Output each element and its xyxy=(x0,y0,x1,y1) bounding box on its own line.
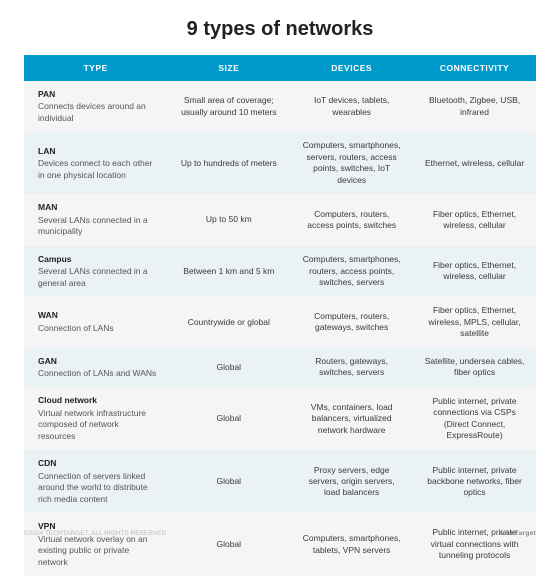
type-name: Cloud network xyxy=(38,395,157,406)
type-desc: Connection of LANs xyxy=(38,323,114,333)
type-desc: Several LANs connected in a municipality xyxy=(38,215,148,236)
type-name: Campus xyxy=(38,254,157,265)
table-row: Cloud network Virtual network infrastruct… xyxy=(24,387,536,450)
col-header-type: TYPE xyxy=(24,55,167,81)
devices-cell: Computers, routers, access points, switc… xyxy=(290,194,413,245)
table-row: PANConnects devices around an individual… xyxy=(24,81,536,132)
size-cell: Up to 50 km xyxy=(167,194,290,245)
type-cell: MAN Several LANs connected in a municipal… xyxy=(24,194,167,245)
connectivity-cell: Satellite, undersea cables, fiber optics xyxy=(413,348,536,388)
size-cell: Global xyxy=(167,387,290,450)
type-name: PAN xyxy=(38,89,157,100)
type-desc: Connection of servers linked around the … xyxy=(38,471,148,504)
type-cell: LANDevices connect to each other in one … xyxy=(24,132,167,194)
connectivity-cell: Bluetooth, Zigbee, USB, infrared xyxy=(413,81,536,132)
type-name: GAN xyxy=(38,356,157,367)
table-row: GANConnection of LANs and WANsGlobalRout… xyxy=(24,348,536,388)
table-row: WAN Connection of LANs Countrywide or glob… xyxy=(24,297,536,347)
footer-brand: TechTarget xyxy=(499,530,536,537)
type-cell: PANConnects devices around an individual xyxy=(24,81,167,132)
devices-cell: Computers, routers, gateways, switches xyxy=(290,297,413,347)
footer: ©2024 TECHTARGET. ALL RIGHTS RESERVED Te… xyxy=(24,530,536,537)
type-name: MAN xyxy=(38,202,157,213)
table-row: VPNVirtual network overlay on an existin… xyxy=(24,513,536,576)
col-header-devices: DEVICES xyxy=(290,55,413,81)
type-cell: GANConnection of LANs and WANs xyxy=(24,348,167,388)
type-desc: Devices connect to each other in one phy… xyxy=(38,158,152,179)
size-cell: Countrywide or global xyxy=(167,297,290,347)
connectivity-cell: Fiber optics, Ethernet, wireless, MPLS, … xyxy=(413,297,536,347)
connectivity-cell: Fiber optics, Ethernet, wireless, cellul… xyxy=(413,194,536,245)
type-desc: Connection of LANs and WANs xyxy=(38,368,156,378)
connectivity-cell: Fiber optics, Ethernet, wireless, cellul… xyxy=(413,246,536,297)
devices-cell: Computers, smartphones, servers, routers… xyxy=(290,132,413,194)
connectivity-cell: Ethernet, wireless, cellular xyxy=(413,132,536,194)
page-title: 9 types of networks xyxy=(24,18,536,41)
size-cell: Small area of coverage; usually around 1… xyxy=(167,81,290,132)
type-desc: Connects devices around an individual xyxy=(38,101,146,122)
col-header-size: SIZE xyxy=(167,55,290,81)
type-name: CDN xyxy=(38,458,157,469)
devices-cell: IoT devices, tablets, wearables xyxy=(290,81,413,132)
type-cell: Cloud network Virtual network infrastruct… xyxy=(24,387,167,450)
table-row: CDN Connection of servers linked around t… xyxy=(24,450,536,513)
type-cell: WAN Connection of LANs xyxy=(24,297,167,347)
type-cell: CDN Connection of servers linked around t… xyxy=(24,450,167,513)
size-cell: Global xyxy=(167,450,290,513)
type-name: LAN xyxy=(38,146,157,157)
type-desc: Several LANs connected in a general area xyxy=(38,266,148,287)
size-cell: Between 1 km and 5 km xyxy=(167,246,290,297)
footer-copyright: ©2024 TECHTARGET. ALL RIGHTS RESERVED xyxy=(24,530,166,537)
col-header-connectivity: CONNECTIVITY xyxy=(413,55,536,81)
header-row: TYPE SIZE DEVICES CONNECTIVITY xyxy=(24,55,536,81)
connectivity-cell: Public internet, private backbone networ… xyxy=(413,450,536,513)
devices-cell: Computers, smartphones, routers, access … xyxy=(290,246,413,297)
networks-table: TYPE SIZE DEVICES CONNECTIVITY PANConnec… xyxy=(24,55,536,576)
type-desc: Virtual network overlay on an existing p… xyxy=(38,534,147,567)
devices-cell: Computers, smartphones, tablets, VPN ser… xyxy=(290,513,413,576)
table-row: LANDevices connect to each other in one … xyxy=(24,132,536,194)
devices-cell: Proxy servers, edge servers, origin serv… xyxy=(290,450,413,513)
size-cell: Global xyxy=(167,513,290,576)
type-cell: VPNVirtual network overlay on an existin… xyxy=(24,513,167,576)
connectivity-cell: Public internet, private connections via… xyxy=(413,387,536,450)
devices-cell: Routers, gateways, switches, servers xyxy=(290,348,413,388)
connectivity-cell: Public internet, private virtual connect… xyxy=(413,513,536,576)
table-row: MAN Several LANs connected in a municipal… xyxy=(24,194,536,245)
type-desc: Virtual network infrastructure composed … xyxy=(38,408,146,441)
table-row: CampusSeveral LANs connected in a genera… xyxy=(24,246,536,297)
size-cell: Up to hundreds of meters xyxy=(167,132,290,194)
devices-cell: VMs, containers, load balancers, virtual… xyxy=(290,387,413,450)
size-cell: Global xyxy=(167,348,290,388)
type-cell: CampusSeveral LANs connected in a genera… xyxy=(24,246,167,297)
type-name: WAN xyxy=(38,310,157,321)
